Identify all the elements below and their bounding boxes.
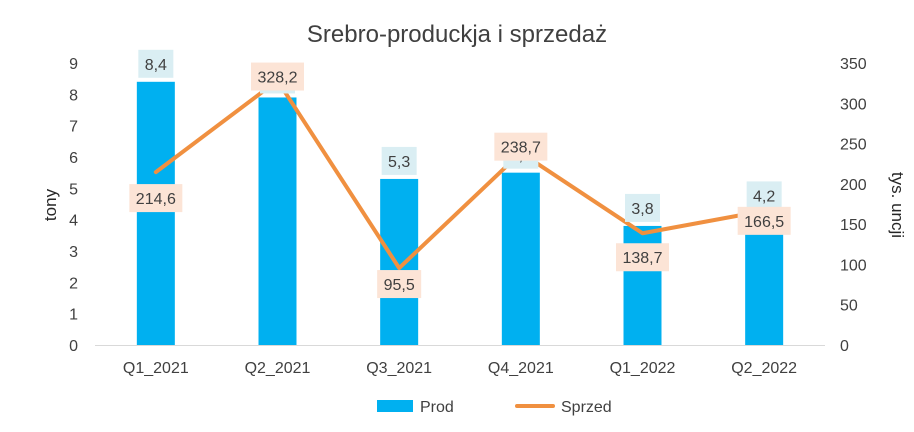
right-tick-label: 150: [840, 217, 867, 234]
left-tick-label: 5: [69, 181, 78, 198]
right-tick-label: 50: [840, 298, 858, 315]
bar-data-label-bg: [138, 49, 174, 78]
line-data-label-bg: [616, 243, 669, 272]
left-tick-label: 7: [69, 119, 78, 136]
line-data-label-bg: [377, 270, 422, 299]
left-tick-label: 3: [69, 244, 78, 261]
left-axis-ticks: 0 1 2 3 4 5 6 7 8 9: [69, 56, 78, 355]
data-labels: 8,47,95,35,53,84,2214,6328,295,5238,7138…: [129, 49, 791, 299]
bar: [136, 81, 175, 346]
line-data-label: 166,5: [744, 214, 784, 231]
left-axis-label: tony: [41, 188, 60, 221]
bar-data-label: 4,2: [753, 188, 775, 205]
right-tick-label: 0: [840, 338, 849, 355]
x-tick-label: Q2_2021: [245, 360, 311, 377]
right-tick-label: 200: [840, 177, 867, 194]
legend-swatch-prod: [377, 400, 413, 412]
line-data-label: 138,7: [622, 250, 662, 267]
x-axis-ticks: Q1_2021 Q2_2021 Q3_2021 Q4_2021 Q1_2022 Q2_20…: [123, 360, 797, 377]
bar-series: [136, 81, 784, 346]
right-tick-label: 350: [840, 56, 867, 73]
line-data-label-bg: [251, 62, 304, 91]
legend-label-sprzed: Sprzed: [561, 399, 612, 416]
right-axis-label: tys. uncji: [888, 172, 907, 238]
left-tick-label: 4: [69, 213, 78, 230]
left-tick-label: 1: [69, 307, 78, 324]
line-data-label-bg: [737, 206, 791, 235]
left-tick-label: 9: [69, 56, 78, 73]
line-data-label-bg: [129, 184, 183, 213]
line-data-label: 238,7: [501, 140, 541, 157]
left-tick-label: 2: [69, 275, 78, 292]
right-tick-label: 250: [840, 137, 867, 154]
x-tick-label: Q4_2021: [488, 360, 554, 377]
bar-data-label-bg: [625, 193, 660, 222]
line-data-label: 95,5: [384, 277, 415, 294]
bar: [380, 178, 419, 345]
series-line: [153, 78, 767, 271]
right-axis-ticks: 0 50 100 150 200 250 300 350: [840, 56, 867, 355]
line-data-label-bg: [494, 132, 548, 161]
bar: [745, 213, 784, 345]
x-tick-label: Q1_2021: [123, 360, 189, 377]
bar-data-label-bg: [381, 146, 417, 175]
x-tick-label: Q2_2022: [731, 360, 797, 377]
line-series: [153, 78, 767, 271]
legend-label-prod: Prod: [420, 399, 454, 416]
left-tick-label: 8: [69, 87, 78, 104]
bar: [258, 97, 297, 345]
bar-data-label: 8,4: [145, 57, 167, 74]
left-tick-label: 6: [69, 150, 78, 167]
chart-title: Srebro-produckja i sprzedaż: [307, 21, 607, 48]
bar-data-label: 3,8: [631, 201, 653, 218]
left-tick-label: 0: [69, 338, 78, 355]
line-data-label: 328,2: [257, 70, 297, 87]
bar-data-label-bg: [746, 181, 782, 210]
x-tick-label: Q3_2021: [366, 360, 432, 377]
x-tick-label: Q1_2022: [610, 360, 676, 377]
right-tick-label: 300: [840, 96, 867, 113]
bar: [501, 172, 540, 345]
line-data-label: 214,6: [136, 191, 176, 208]
right-tick-label: 100: [840, 257, 867, 274]
bar-data-label: 5,3: [388, 154, 410, 171]
legend: Prod Sprzed: [377, 399, 612, 416]
